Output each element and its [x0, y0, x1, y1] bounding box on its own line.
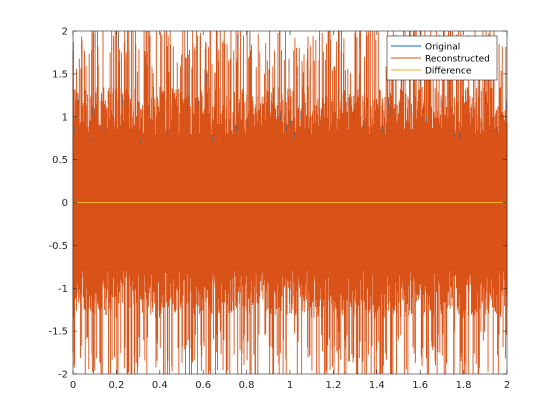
- series-original: [73, 34, 507, 145]
- legend-label-original: Original: [425, 43, 460, 53]
- y-tick-label: 1.5: [52, 69, 68, 80]
- legend-box: [386, 35, 498, 81]
- x-tick-label: 0.8: [239, 380, 255, 391]
- y-tick-label: 0.5: [52, 155, 68, 166]
- x-tick-label: 0: [70, 380, 76, 391]
- y-axis: -2 -1.5 -1 -0.5 0 0.5 1 1.5 2: [48, 27, 507, 381]
- legend-label-difference: Difference: [425, 67, 472, 77]
- y-tick-label: 2: [62, 27, 68, 38]
- x-tick-label: 1.2: [325, 380, 341, 391]
- y-tick-label: -1: [58, 284, 68, 295]
- legend-label-reconstructed: Reconstructed: [425, 55, 490, 65]
- y-tick-label: 1: [62, 112, 68, 123]
- x-tick-label: 0.6: [195, 380, 211, 391]
- x-tick-label: 0.2: [108, 380, 124, 391]
- x-tick-label: 1: [287, 380, 293, 391]
- x-tick-label: 1.8: [456, 380, 472, 391]
- legend: Original Reconstructed Difference: [386, 35, 498, 81]
- x-axis: 0 0.2 0.4 0.6 0.8 1 1.2 1.4 1.6 1.8 2: [70, 31, 510, 391]
- x-tick-label: 1.4: [369, 380, 385, 391]
- y-tick-label: -2: [58, 370, 68, 381]
- y-tick-label: 0: [62, 198, 68, 209]
- y-tick-label: -0.5: [48, 241, 68, 252]
- x-tick-label: 0.4: [152, 380, 168, 391]
- y-tick-label: -1.5: [48, 327, 68, 338]
- x-tick-label: 2: [504, 380, 510, 391]
- x-tick-label: 1.6: [412, 380, 428, 391]
